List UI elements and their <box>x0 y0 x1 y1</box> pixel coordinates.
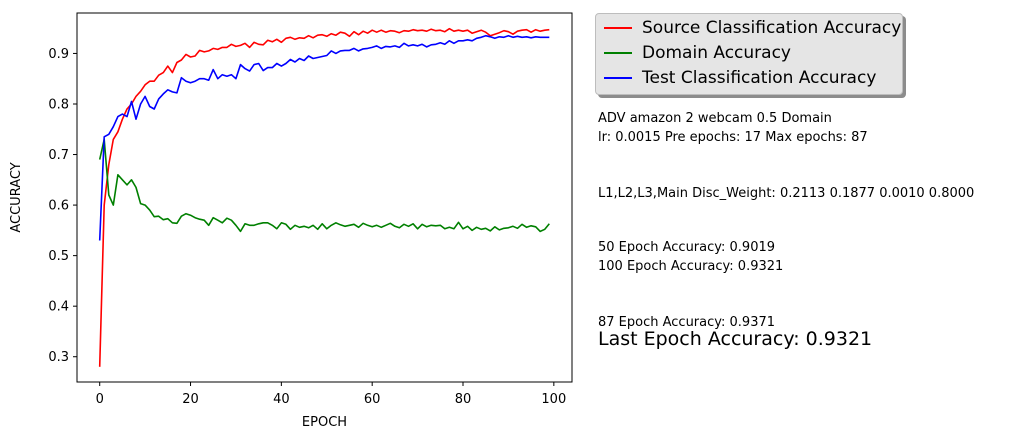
note-100-epoch-accuracy: 100 Epoch Accuracy: 0.9321 <box>598 259 784 274</box>
y-tick-label: 0.5 <box>48 249 69 264</box>
note-87-epoch-accuracy: 87 Epoch Accuracy: 0.9371 <box>598 315 776 330</box>
note-50-epoch-accuracy: 50 Epoch Accuracy: 0.9019 <box>598 240 776 255</box>
legend-swatch-source <box>604 27 632 29</box>
series-line-source <box>98 27 550 367</box>
y-tick-label: 0.6 <box>48 199 69 214</box>
plot-frame <box>76 12 573 383</box>
legend-label-domain: Domain Accuracy <box>642 43 791 63</box>
note-last-epoch-accuracy: Last Epoch Accuracy: 0.9321 <box>598 328 873 350</box>
y-axis-label: ACCURACY <box>9 162 24 232</box>
y-tick-label: 0.3 <box>48 350 69 365</box>
legend-item-domain: Domain Accuracy <box>604 41 791 65</box>
legend-label-source: Source Classification Accuracy <box>642 18 902 38</box>
y-tick-label: 0.4 <box>48 300 69 315</box>
note-run-config: ADV amazon 2 webcam 0.5 Domain <box>598 111 832 126</box>
series-line-test <box>98 34 550 241</box>
legend-swatch-test <box>604 77 632 79</box>
chart-legend: Source Classification Accuracy Domain Ac… <box>595 13 903 95</box>
series-line-domain <box>98 138 550 233</box>
note-disc-weights: L1,L2,L3,Main Disc_Weight: 0.2113 0.1877… <box>598 186 975 201</box>
x-tick-label: 0 <box>96 392 104 407</box>
x-tick-label: 60 <box>364 392 381 407</box>
y-tick-label: 0.8 <box>48 97 69 112</box>
note-hyperparams: lr: 0.0015 Pre epochs: 17 Max epochs: 87 <box>598 130 868 145</box>
x-tick-label: 20 <box>182 392 199 407</box>
x-tick-label: 80 <box>455 392 472 407</box>
legend-item-source: Source Classification Accuracy <box>604 16 901 40</box>
x-tick-label: 100 <box>541 392 566 407</box>
legend-item-test: Test Classification Accuracy <box>604 66 876 90</box>
legend-swatch-domain <box>604 52 632 54</box>
y-tick-label: 0.7 <box>48 148 69 163</box>
x-tick-label: 40 <box>273 392 290 407</box>
legend-label-test: Test Classification Accuracy <box>642 68 877 88</box>
x-axis-label: EPOCH <box>302 415 347 430</box>
y-tick-label: 0.9 <box>48 47 69 62</box>
